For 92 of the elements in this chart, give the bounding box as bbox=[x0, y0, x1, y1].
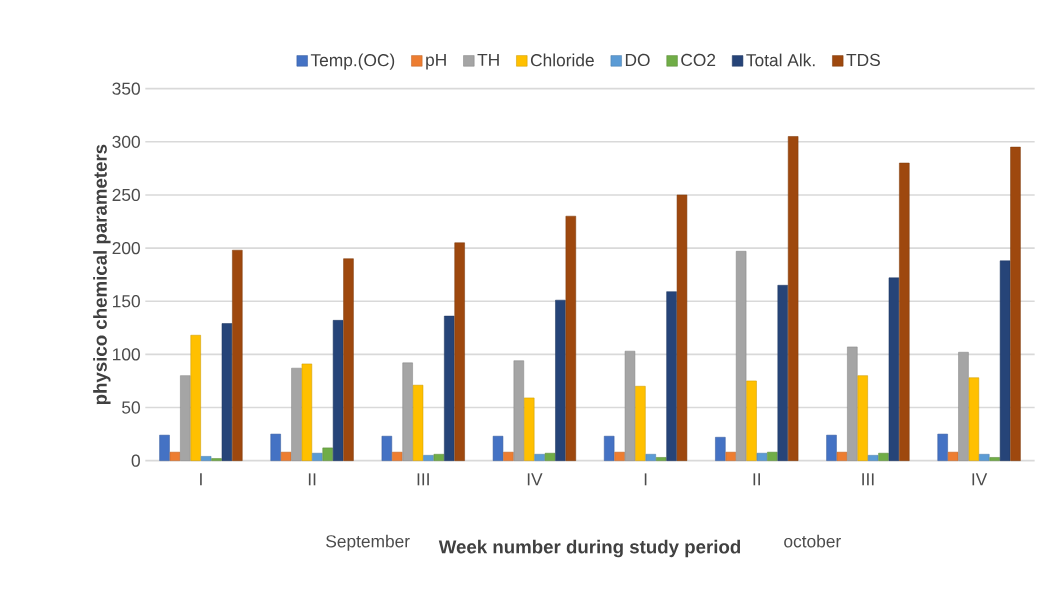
bar bbox=[624, 350, 636, 461]
bar bbox=[555, 299, 566, 461]
bar bbox=[423, 455, 434, 461]
bar bbox=[899, 162, 910, 461]
x-tick-label: I bbox=[644, 473, 647, 486]
legend-label: CO2 bbox=[681, 53, 716, 67]
bar bbox=[676, 194, 688, 461]
bar bbox=[1010, 146, 1021, 461]
bar bbox=[402, 362, 413, 461]
bar bbox=[666, 291, 677, 461]
y-tick-label: 250 bbox=[112, 188, 140, 202]
bar bbox=[190, 334, 201, 461]
bar bbox=[524, 397, 535, 461]
bar bbox=[454, 242, 465, 461]
y-tick-label: 200 bbox=[112, 241, 140, 255]
y-tick-label: 50 bbox=[122, 401, 140, 414]
bar bbox=[645, 454, 656, 461]
bar bbox=[777, 285, 788, 461]
bar bbox=[343, 258, 354, 461]
bar bbox=[635, 385, 646, 461]
legend-label: Total Alk. bbox=[746, 53, 815, 67]
bar bbox=[200, 456, 212, 461]
bar bbox=[857, 375, 868, 461]
x-axis-title: Week number during study period bbox=[438, 539, 741, 558]
bar bbox=[291, 367, 302, 461]
y-axis-title: physico chemical parameters bbox=[93, 144, 111, 405]
bar bbox=[301, 363, 313, 461]
y-tick-label: 300 bbox=[112, 135, 140, 148]
text: october bbox=[784, 534, 841, 548]
bar bbox=[392, 451, 403, 461]
bar bbox=[715, 437, 726, 461]
bar bbox=[756, 452, 768, 461]
bar bbox=[947, 451, 959, 461]
y-tick-label: 100 bbox=[113, 348, 140, 361]
x-tick-label: II bbox=[753, 473, 760, 486]
bar bbox=[221, 323, 233, 461]
bar bbox=[513, 360, 525, 461]
bar bbox=[270, 433, 281, 461]
text: September bbox=[326, 534, 410, 551]
bar bbox=[280, 451, 292, 461]
bar bbox=[565, 215, 577, 461]
bar bbox=[322, 447, 333, 461]
bar bbox=[169, 451, 181, 461]
x-tick-label: IV bbox=[972, 473, 988, 486]
bar bbox=[492, 435, 504, 461]
x-tick-label: I bbox=[200, 473, 202, 486]
x-tick-label: III bbox=[862, 473, 874, 486]
bar bbox=[180, 375, 191, 461]
bar bbox=[836, 451, 848, 461]
bar bbox=[787, 136, 799, 461]
bar bbox=[767, 451, 778, 461]
x-tick-label: III bbox=[417, 473, 429, 486]
bar bbox=[614, 451, 625, 461]
x-tick-label: IV bbox=[527, 473, 543, 486]
legend-label: Temp.(OC) bbox=[310, 53, 395, 70]
y-tick-label: 150 bbox=[113, 295, 140, 308]
bar bbox=[979, 454, 990, 461]
bar bbox=[603, 435, 615, 461]
bar bbox=[725, 451, 736, 461]
bar bbox=[159, 434, 170, 461]
x-tick-label: II bbox=[308, 473, 316, 486]
bar bbox=[968, 377, 980, 461]
bar bbox=[655, 457, 667, 461]
bar bbox=[878, 452, 889, 461]
legend-label: DO bbox=[625, 53, 650, 67]
bar bbox=[937, 433, 948, 461]
legend-label: Chloride bbox=[530, 53, 594, 67]
bar bbox=[867, 455, 879, 461]
y-tick-label: 350 bbox=[112, 82, 140, 95]
bar bbox=[444, 315, 455, 461]
bar bbox=[735, 251, 747, 461]
bar bbox=[746, 380, 757, 461]
bar bbox=[381, 435, 393, 461]
bar bbox=[332, 320, 344, 461]
bar bbox=[544, 452, 556, 461]
bar bbox=[312, 452, 323, 461]
y-tick-label: 0 bbox=[131, 454, 140, 467]
legend-label: TDS bbox=[846, 53, 880, 67]
bar bbox=[534, 454, 545, 461]
bar bbox=[989, 457, 1000, 461]
bar bbox=[888, 277, 900, 461]
legend-label: pH bbox=[426, 53, 446, 70]
bar bbox=[826, 434, 837, 461]
bar bbox=[999, 260, 1011, 461]
bar bbox=[232, 249, 243, 461]
legend-label: TH bbox=[477, 53, 499, 66]
bar bbox=[958, 351, 969, 461]
bar bbox=[433, 454, 445, 461]
bar bbox=[412, 384, 424, 461]
bar bbox=[503, 451, 514, 461]
bar bbox=[211, 458, 222, 461]
bar bbox=[847, 346, 858, 461]
